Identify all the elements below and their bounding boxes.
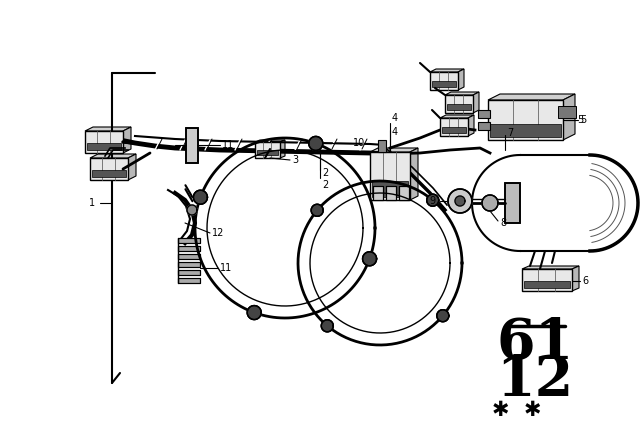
Polygon shape [488, 94, 575, 100]
Bar [186, 128, 198, 163]
Polygon shape [468, 115, 474, 136]
Bar [372, 181, 408, 197]
Polygon shape [311, 204, 323, 216]
Text: 5: 5 [580, 115, 586, 125]
Text: 11: 11 [222, 140, 234, 150]
Polygon shape [187, 205, 197, 215]
Bar [478, 110, 490, 118]
Bar [442, 127, 466, 133]
Bar [87, 143, 121, 150]
Bar [92, 170, 126, 177]
Text: 12: 12 [497, 353, 573, 408]
Polygon shape [123, 127, 131, 153]
Bar [505, 183, 520, 223]
Polygon shape [430, 69, 464, 72]
Text: 2: 2 [322, 180, 328, 190]
Bar [178, 262, 200, 267]
Bar [488, 100, 563, 140]
Polygon shape [90, 154, 136, 158]
Text: 6: 6 [582, 276, 588, 286]
Bar [255, 142, 280, 158]
Bar [558, 106, 576, 118]
Bar [178, 270, 200, 275]
Text: 10: 10 [353, 138, 365, 148]
Bar [386, 186, 396, 200]
Bar [505, 183, 520, 223]
Bar [178, 238, 200, 243]
Bar [430, 72, 458, 90]
Text: 2: 2 [322, 168, 328, 178]
Polygon shape [473, 92, 479, 113]
Polygon shape [440, 115, 474, 118]
Bar [178, 278, 200, 283]
Bar [186, 128, 198, 163]
Bar [522, 269, 572, 291]
Polygon shape [437, 310, 449, 322]
Polygon shape [410, 148, 418, 200]
Polygon shape [370, 148, 418, 152]
Bar [440, 118, 468, 136]
Bar [447, 104, 471, 110]
Text: 1: 1 [89, 198, 95, 208]
Polygon shape [85, 127, 131, 131]
Text: 7: 7 [507, 128, 513, 138]
Polygon shape [321, 320, 333, 332]
Bar [399, 186, 409, 200]
Bar [478, 122, 490, 130]
Text: ✱  ✱: ✱ ✱ [492, 400, 541, 420]
Polygon shape [455, 196, 465, 206]
Polygon shape [255, 140, 285, 142]
Polygon shape [363, 252, 376, 266]
Bar [178, 254, 200, 259]
Bar [178, 238, 200, 243]
Bar [373, 186, 383, 200]
Bar [524, 281, 570, 288]
Text: 11: 11 [220, 263, 232, 273]
Text: 8: 8 [500, 218, 506, 228]
Polygon shape [445, 92, 479, 95]
Text: 3: 3 [292, 155, 298, 165]
Text: 4: 4 [392, 127, 398, 137]
Bar [432, 81, 456, 87]
Text: 61: 61 [497, 315, 573, 370]
Polygon shape [247, 306, 261, 319]
Polygon shape [458, 69, 464, 90]
Bar [85, 131, 123, 153]
Bar [445, 95, 473, 113]
Polygon shape [128, 154, 136, 180]
Bar [378, 140, 386, 152]
Polygon shape [427, 194, 438, 206]
Polygon shape [563, 94, 575, 140]
Bar [178, 270, 200, 275]
Bar [386, 186, 396, 200]
Bar [178, 262, 200, 267]
Bar [90, 158, 128, 180]
Bar [178, 278, 200, 283]
Bar [370, 152, 410, 200]
Text: 5: 5 [577, 115, 583, 125]
Polygon shape [482, 195, 498, 211]
Polygon shape [522, 266, 579, 269]
Bar [178, 246, 200, 251]
Polygon shape [280, 140, 285, 158]
Bar [178, 246, 200, 251]
Bar [399, 186, 409, 200]
Polygon shape [572, 266, 579, 291]
Bar [178, 254, 200, 259]
Text: 4: 4 [392, 113, 398, 123]
Text: 9: 9 [430, 196, 436, 206]
Polygon shape [193, 190, 207, 204]
Bar [257, 150, 278, 155]
Bar [490, 124, 561, 137]
Bar [373, 186, 383, 200]
Polygon shape [308, 137, 323, 151]
Polygon shape [448, 189, 472, 213]
Text: 12: 12 [212, 228, 225, 238]
